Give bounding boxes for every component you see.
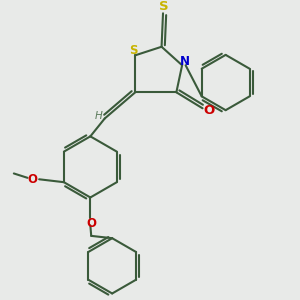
Text: S: S (129, 44, 137, 57)
Text: S: S (159, 0, 169, 14)
Text: O: O (86, 217, 96, 230)
Text: O: O (203, 103, 214, 116)
Text: N: N (179, 55, 189, 68)
Text: O: O (28, 173, 38, 186)
Text: H: H (94, 111, 102, 121)
